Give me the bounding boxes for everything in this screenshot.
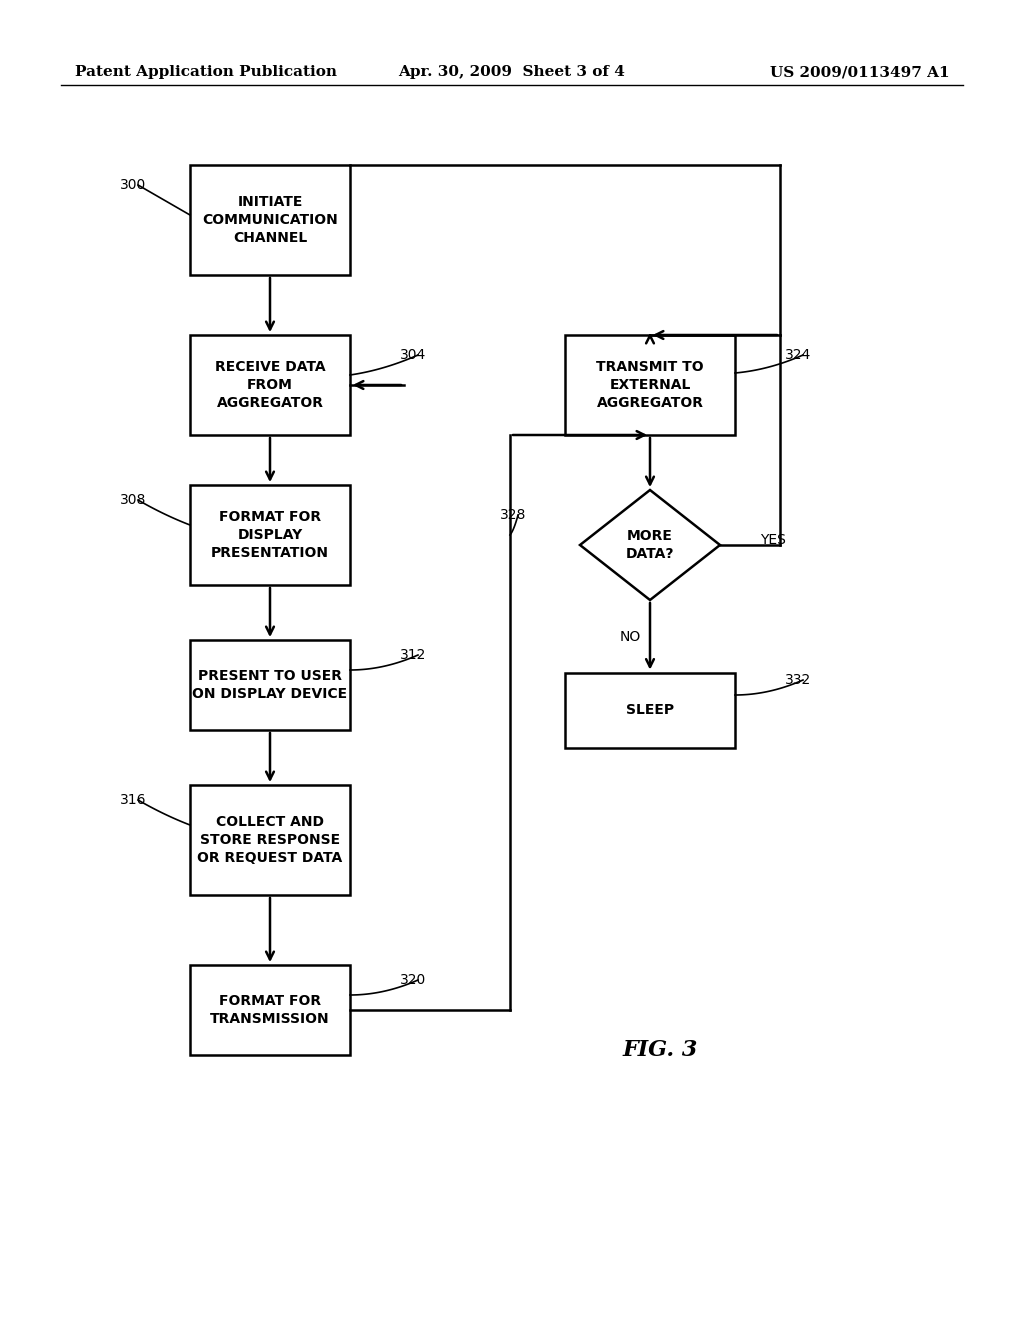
Text: 300: 300 (120, 178, 146, 191)
Polygon shape (580, 490, 720, 601)
Bar (190, 335, 350, 436)
Bar (190, 965, 350, 1055)
Bar (190, 640, 350, 730)
Bar (190, 165, 350, 275)
Text: FIG. 3: FIG. 3 (623, 1039, 697, 1061)
Text: 320: 320 (400, 973, 426, 987)
Text: COLLECT AND
STORE RESPONSE
OR REQUEST DATA: COLLECT AND STORE RESPONSE OR REQUEST DA… (198, 814, 343, 866)
Text: 316: 316 (120, 793, 146, 807)
Text: MORE
DATA?: MORE DATA? (626, 529, 674, 561)
Text: Patent Application Publication: Patent Application Publication (75, 65, 337, 79)
Text: RECEIVE DATA
FROM
AGGREGATOR: RECEIVE DATA FROM AGGREGATOR (215, 359, 326, 411)
Bar (565, 335, 735, 436)
Bar (565, 672, 735, 747)
Text: 312: 312 (400, 648, 426, 663)
Text: 332: 332 (785, 673, 811, 686)
Text: TRANSMIT TO
EXTERNAL
AGGREGATOR: TRANSMIT TO EXTERNAL AGGREGATOR (596, 359, 703, 411)
Text: 308: 308 (120, 492, 146, 507)
Text: 328: 328 (500, 508, 526, 521)
Bar (190, 785, 350, 895)
Text: INITIATE
COMMUNICATION
CHANNEL: INITIATE COMMUNICATION CHANNEL (202, 194, 338, 246)
Bar (190, 484, 350, 585)
Text: 324: 324 (785, 348, 811, 362)
Text: FORMAT FOR
DISPLAY
PRESENTATION: FORMAT FOR DISPLAY PRESENTATION (211, 510, 329, 561)
Text: SLEEP: SLEEP (626, 704, 674, 717)
Text: Apr. 30, 2009  Sheet 3 of 4: Apr. 30, 2009 Sheet 3 of 4 (398, 65, 626, 79)
Text: FORMAT FOR
TRANSMISSION: FORMAT FOR TRANSMISSION (210, 994, 330, 1026)
Text: NO: NO (620, 630, 641, 644)
Text: US 2009/0113497 A1: US 2009/0113497 A1 (770, 65, 950, 79)
Text: 304: 304 (400, 348, 426, 362)
Text: YES: YES (760, 533, 785, 546)
Text: PRESENT TO USER
ON DISPLAY DEVICE: PRESENT TO USER ON DISPLAY DEVICE (193, 669, 347, 701)
